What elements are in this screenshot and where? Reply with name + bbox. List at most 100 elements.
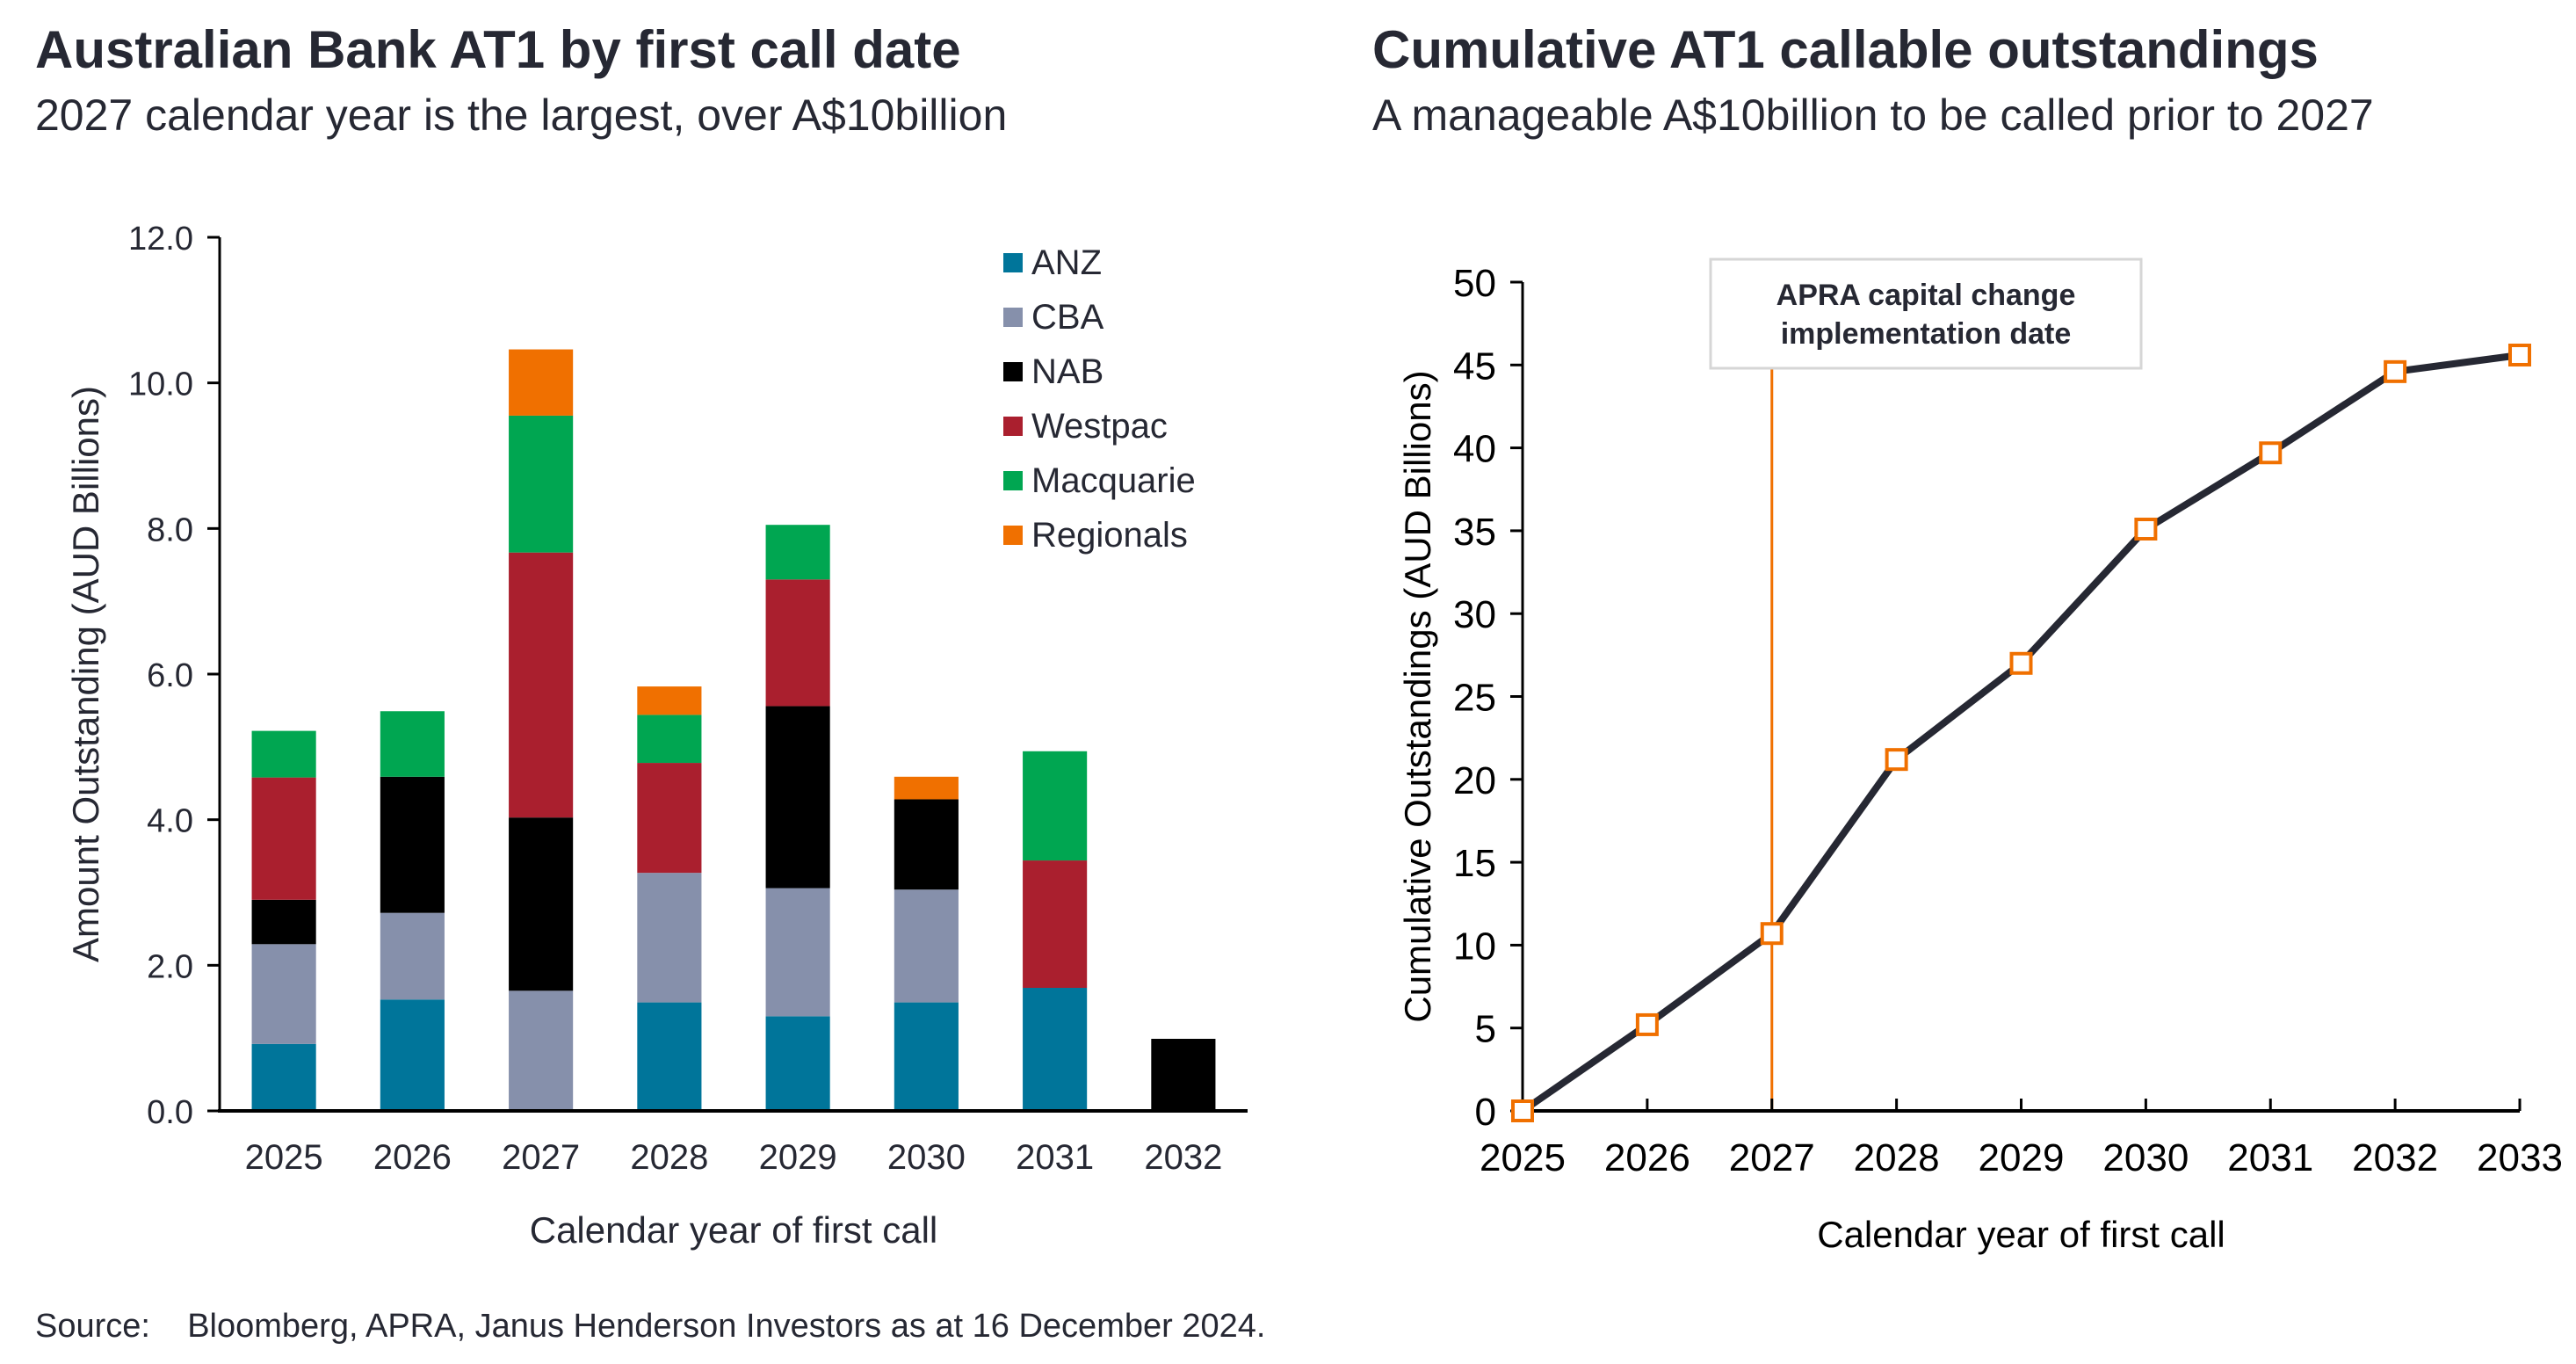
bar-segment-macquarie-2026 [380, 711, 445, 777]
data-point-2027 [1760, 922, 1784, 946]
y-axis-title: Cumulative Outstandings (AUD Billions) [1397, 370, 1438, 1022]
data-point-2028 [1885, 748, 1908, 772]
bar-segment-nab-2026 [380, 776, 445, 913]
legend-item-nab: NAB [1003, 345, 1196, 399]
annotation-box [1709, 258, 2143, 370]
bar-segment-westpac-2029 [765, 579, 830, 707]
cumulative-line-chart: APRA capital change implementation date 0 5… [1397, 258, 2563, 1255]
bar-segment-anz-2028 [637, 1002, 702, 1111]
cumulative-line [1520, 352, 2521, 1114]
bar-segment-anz-2029 [765, 1016, 830, 1111]
bar-segment-nab-2032 [1151, 1038, 1216, 1111]
legend-label: Regionals [1031, 515, 1188, 555]
y-tick-label: 8.0 [147, 512, 193, 548]
x-tick-label: 2028 [630, 1138, 708, 1177]
bar-segment-cba-2025 [251, 944, 316, 1044]
bar-segment-nab-2030 [894, 799, 959, 890]
y-tick-label: 2.0 [147, 948, 193, 985]
legend-swatch [1003, 417, 1023, 436]
x-tick-label: 2032 [1144, 1138, 1222, 1177]
right-chart-subtitle: A manageable A$10billion to be called pr… [1372, 91, 2374, 140]
legend-item-regionals: Regionals [1003, 508, 1196, 562]
x-tick-label: 2030 [887, 1138, 966, 1177]
y-tick-label: 20 [1453, 759, 1496, 802]
bar-segment-nab-2029 [765, 706, 830, 889]
legend-swatch [1003, 526, 1023, 545]
y-tick-label: 45 [1453, 345, 1496, 388]
y-tick-label: 40 [1453, 428, 1496, 471]
x-tick-label: 2030 [2102, 1136, 2189, 1179]
legend-label: NAB [1031, 352, 1104, 391]
y-tick-label: 10 [1453, 925, 1496, 968]
legend-swatch [1003, 362, 1023, 381]
y-tick-label: 0 [1475, 1091, 1496, 1134]
bar-segment-anz-2031 [1023, 988, 1088, 1111]
legend-label: Macquarie [1031, 461, 1196, 500]
bar-segment-macquarie-2029 [765, 525, 830, 580]
annotation-text-line1: APRA capital change [1776, 279, 2076, 312]
bar-segment-regionals-2027 [509, 349, 574, 416]
bar-chart-legend: ANZ CBA NAB Westpac Macquarie Regionals [1003, 236, 1196, 562]
x-axis-title: Calendar year of first call [1817, 1214, 2225, 1255]
legend-swatch [1003, 308, 1023, 327]
x-tick-label: 2031 [2227, 1136, 2313, 1179]
legend-item-westpac: Westpac [1003, 399, 1196, 453]
y-tick-label: 35 [1453, 511, 1496, 554]
y-axis-title: Amount Outstanding (AUD Billions) [65, 386, 106, 962]
data-point-2033 [2508, 343, 2531, 366]
bar-segment-westpac-2031 [1023, 860, 1088, 989]
bar-segment-cba-2029 [765, 888, 830, 1017]
annotation-text-line2: implementation date [1781, 317, 2072, 351]
legend-label: ANZ [1031, 243, 1102, 282]
x-tick-label: 2031 [1016, 1138, 1094, 1177]
bar-segment-nab-2025 [251, 899, 316, 945]
legend-item-anz: ANZ [1003, 236, 1196, 290]
x-tick-label: 2027 [1729, 1136, 1815, 1179]
x-tick-label: 2025 [1480, 1136, 1566, 1179]
bar-segment-westpac-2027 [509, 552, 574, 818]
data-point-2029 [2009, 651, 2033, 675]
bar-segment-cba-2028 [637, 873, 702, 1003]
bar-segment-cba-2026 [380, 912, 445, 1000]
y-tick-label: 25 [1453, 677, 1496, 720]
legend-label: CBA [1031, 297, 1104, 337]
y-tick-label: 50 [1453, 262, 1496, 305]
bar-segment-westpac-2028 [637, 763, 702, 874]
x-tick-label: 2029 [759, 1138, 837, 1177]
bar-segment-macquarie-2028 [637, 715, 702, 764]
left-chart-subtitle: 2027 calendar year is the largest, over … [35, 91, 1008, 140]
x-tick-label: 2033 [2477, 1136, 2563, 1179]
bar-segment-nab-2027 [509, 817, 574, 991]
bar-segment-regionals-2030 [894, 776, 959, 800]
data-point-2026 [1635, 1012, 1659, 1036]
bar-segment-macquarie-2027 [509, 415, 574, 553]
x-tick-label: 2026 [1604, 1136, 1690, 1179]
left-chart-title: Australian Bank AT1 by first call date [35, 20, 961, 79]
x-tick-label: 2027 [502, 1138, 580, 1177]
legend-label: Westpac [1031, 406, 1168, 446]
bar-segment-macquarie-2031 [1023, 751, 1088, 861]
y-tick-label: 0.0 [147, 1094, 193, 1131]
y-tick-label: 30 [1453, 593, 1496, 636]
bar-segment-westpac-2025 [251, 777, 316, 900]
data-point-2032 [2384, 359, 2407, 383]
y-tick-label: 15 [1453, 842, 1496, 885]
bar-segment-anz-2030 [894, 1002, 959, 1111]
right-chart-title: Cumulative AT1 callable outstandings [1372, 20, 2319, 79]
x-tick-label: 2032 [2352, 1136, 2438, 1179]
x-tick-label: 2026 [373, 1138, 452, 1177]
y-tick-label: 6.0 [147, 657, 193, 694]
source-note: Source: Bloomberg, APRA, Janus Henderson… [35, 1308, 1266, 1345]
bar-segment-anz-2025 [251, 1043, 316, 1111]
y-tick-label: 5 [1475, 1008, 1496, 1051]
bar-segment-cba-2027 [509, 990, 574, 1111]
bar-segment-anz-2026 [380, 999, 445, 1111]
x-tick-label: 2028 [1854, 1136, 1940, 1179]
legend-item-cba: CBA [1003, 290, 1196, 345]
data-point-2031 [2259, 441, 2283, 465]
y-tick-label: 10.0 [128, 366, 193, 403]
bar-segment-macquarie-2025 [251, 730, 316, 778]
data-point-2025 [1511, 1099, 1534, 1122]
legend-item-macquarie: Macquarie [1003, 453, 1196, 508]
x-axis-title: Calendar year of first call [530, 1209, 938, 1251]
